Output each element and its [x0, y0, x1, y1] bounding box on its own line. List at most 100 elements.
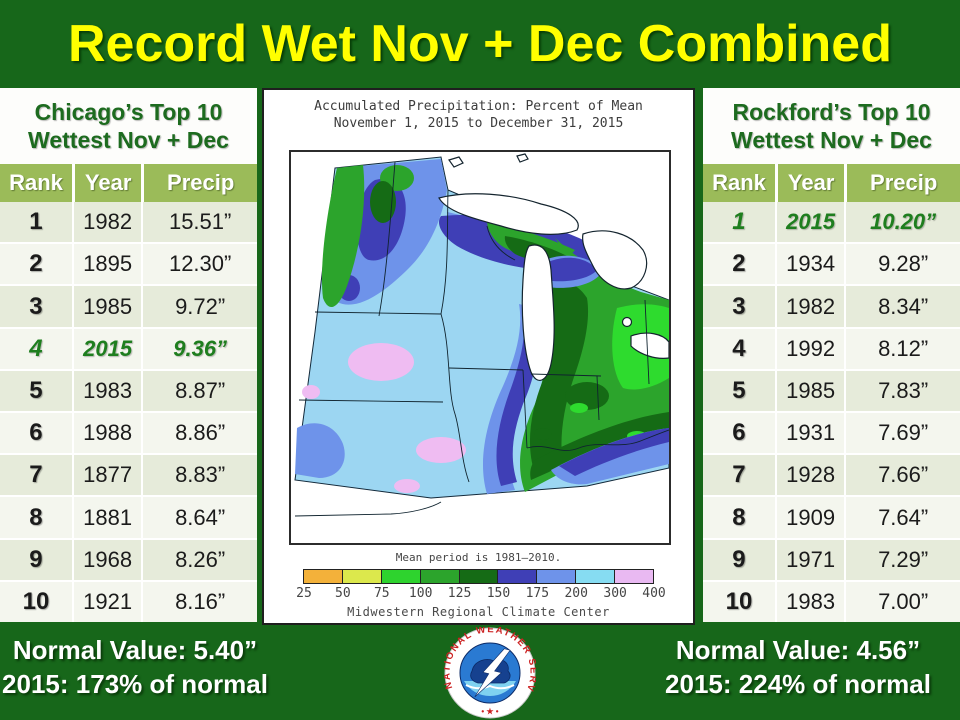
legend-tick-label: 75: [373, 586, 390, 601]
legend-segment: [536, 569, 577, 584]
map-credit: Midwestern Regional Climate Center: [347, 605, 610, 619]
cell-year: 2015: [774, 202, 844, 243]
table-header-row: Rank Year Precip: [0, 164, 257, 202]
legend-tick-label: 200: [564, 586, 588, 601]
cell-rank: 7: [29, 461, 43, 489]
cell-precip: 9.28”: [844, 244, 960, 285]
title-band: Record Wet Nov + Dec Combined: [0, 0, 960, 86]
legend-colorbar: [303, 569, 655, 584]
state-borders: [294, 161, 669, 517]
cell-year: 1921: [71, 581, 141, 623]
legend-segment: [458, 569, 499, 584]
table-row: 8 1909 7.64”: [703, 495, 960, 538]
cell-year: 1881: [71, 497, 141, 538]
cell-precip: 7.29”: [844, 539, 960, 580]
chicago-normal-stats: Normal Value: 5.40” 2015: 173% of normal: [2, 634, 268, 702]
cell-rank: 1: [29, 208, 43, 236]
chicago-top10-table: Chicago’s Top 10 Wettest Nov + Dec Rank …: [0, 88, 257, 623]
cell-precip: 8.64”: [141, 497, 257, 538]
cell-rank: 9: [732, 545, 746, 573]
cell-rank: 4: [29, 334, 43, 362]
cell-precip: 7.64”: [844, 497, 960, 538]
cell-rank: 8: [29, 503, 43, 531]
chicago-table-title: Chicago’s Top 10 Wettest Nov + Dec: [0, 88, 257, 164]
table-title-line1: Chicago’s Top 10: [34, 98, 223, 125]
rockford-table-title: Rockford’s Top 10 Wettest Nov + Dec: [703, 88, 960, 164]
table-row: 1 1982 15.51”: [0, 202, 257, 243]
table-title-line2: Wettest Nov + Dec: [28, 127, 229, 153]
table-title-line2: Wettest Nov + Dec: [731, 127, 932, 153]
cell-rank: 3: [29, 292, 43, 320]
cell-year: 1971: [774, 539, 844, 580]
cell-rank: 8: [732, 503, 746, 531]
table-body: 1 2015 10.20” 2 1934 9.28” 3 1982 8.34” 4 1992 8.12…: [703, 202, 960, 623]
cell-year: 1992: [774, 328, 844, 369]
column-header-precip: Precip: [141, 164, 257, 202]
cell-rank: 5: [29, 376, 43, 404]
lightning-bolt-icon: [474, 648, 511, 698]
table-row: 8 1881 8.64”: [0, 495, 257, 538]
cell-year: 1931: [774, 413, 844, 454]
column-header-rank: Rank: [9, 170, 63, 195]
great-lakes: [438, 153, 669, 381]
table-row: 4 1992 8.12”: [703, 326, 960, 369]
cell-rank: 10: [22, 587, 50, 615]
table-row: 7 1877 8.83”: [0, 453, 257, 496]
column-header-year: Year: [71, 164, 141, 202]
cell-year: 1988: [71, 413, 141, 454]
page-title: Record Wet Nov + Dec Combined: [68, 15, 892, 73]
legend-tick-label: 50: [335, 586, 351, 601]
table-header-row: Rank Year Precip: [703, 164, 960, 202]
cell-precip: 7.69”: [844, 413, 960, 454]
cell-year: 1982: [774, 286, 844, 327]
table-row: 9 1968 8.26”: [0, 537, 257, 580]
normal-value-line: Normal Value: 5.40”: [12, 635, 258, 665]
legend-segment: [575, 569, 616, 584]
table-row: 2 1895 12.30”: [0, 242, 257, 285]
cell-year: 1985: [71, 286, 141, 327]
cell-precip: 8.86”: [141, 413, 257, 454]
legend-tick-labels: 25 50 75 100 125 150 175 200 300 400: [296, 586, 666, 602]
cell-precip: 9.72”: [141, 286, 257, 327]
midwest-precip-map: [294, 153, 669, 517]
table-row: 10 1921 8.16”: [0, 579, 257, 623]
cell-precip: 7.83”: [844, 370, 960, 412]
cell-precip: 7.00”: [844, 581, 960, 623]
table-row: 4 2015 9.36”: [0, 326, 257, 369]
cell-precip: 9.36”: [141, 328, 257, 369]
cell-precip: 8.16”: [141, 581, 257, 623]
legend-segment: [380, 569, 421, 584]
column-header-year: Year: [774, 164, 844, 202]
cell-year: 1982: [71, 202, 141, 243]
table-row: 3 1985 9.72”: [0, 284, 257, 327]
cell-rank: 3: [732, 292, 746, 320]
table-body: 1 1982 15.51” 2 1895 12.30” 3 1985 9.72” 4 2015 9.3…: [0, 202, 257, 623]
cell-year: 1909: [774, 497, 844, 538]
table-row: 6 1988 8.86”: [0, 411, 257, 454]
cell-rank: 9: [29, 545, 43, 573]
table-row: 9 1971 7.29”: [703, 537, 960, 580]
cell-precip: 10.20”: [844, 202, 960, 243]
cell-year: 2015: [71, 328, 141, 369]
table-row: 5 1983 8.87”: [0, 368, 257, 412]
legend-tick-label: 300: [603, 586, 627, 601]
cell-rank: 2: [732, 250, 746, 278]
table-row: 10 1983 7.00”: [703, 579, 960, 623]
percent-of-normal-line: 2015: 224% of normal: [665, 668, 931, 699]
cell-year: 1983: [71, 370, 141, 412]
cell-rank: 1: [732, 208, 746, 236]
map-frame: [289, 150, 671, 545]
table-row: 1 2015 10.20”: [703, 202, 960, 243]
cell-precip: 8.87”: [141, 370, 257, 412]
map-band-300-400: [302, 343, 466, 493]
legend-segment: [497, 569, 538, 584]
mean-period-note: Mean period is 1981–2010.: [395, 551, 562, 564]
rockford-top10-table: Rockford’s Top 10 Wettest Nov + Dec Rank…: [703, 88, 960, 623]
cell-year: 1877: [71, 455, 141, 496]
cell-year: 1985: [774, 370, 844, 412]
cell-rank: 2: [29, 250, 43, 278]
legend-tick-label: 175: [525, 586, 550, 601]
percent-of-normal-line: 2015: 173% of normal: [2, 668, 268, 699]
legend-tick-label: 400: [642, 586, 666, 601]
